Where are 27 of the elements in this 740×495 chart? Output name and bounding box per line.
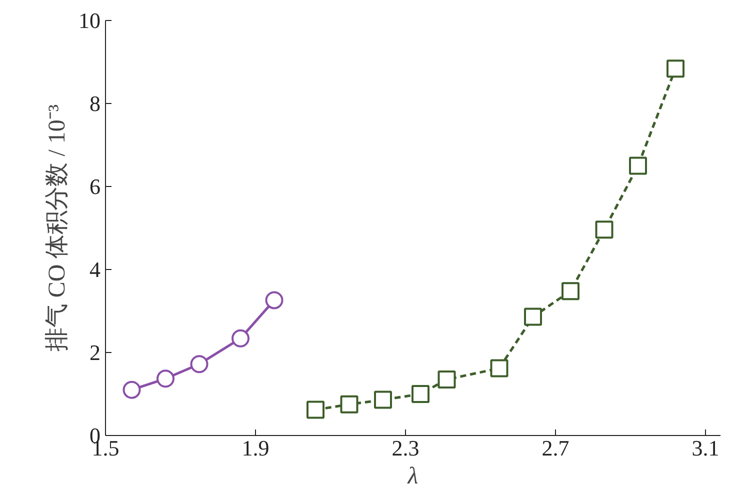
y-tick-label: 6 (90, 174, 100, 199)
point (412, 385, 430, 403)
x-tick-label: 1.9 (242, 436, 270, 460)
point (490, 359, 508, 378)
point (595, 220, 614, 239)
point (232, 329, 250, 348)
y-tick-label: 8 (90, 91, 100, 116)
point (524, 308, 542, 326)
y-tick-label: 4 (90, 257, 100, 282)
y-tick-label: 2 (90, 340, 100, 365)
x-tick-label: 3.1 (692, 436, 720, 460)
point (374, 390, 392, 409)
point (190, 355, 208, 374)
x-tick-label: 2.7 (542, 436, 570, 460)
point (666, 60, 684, 78)
point (562, 282, 580, 300)
x-axis-title: λ (406, 464, 418, 490)
point (122, 380, 141, 399)
y-axis-title: 排气 CO 体积分数 / 10⁻³ (44, 104, 70, 352)
y-tick-label: 10 (78, 8, 100, 33)
point (156, 370, 174, 388)
point (438, 370, 456, 388)
point (306, 400, 324, 419)
point (265, 291, 284, 310)
point (629, 156, 647, 175)
point (340, 395, 358, 414)
x-tick-label: 2.3 (392, 436, 420, 460)
